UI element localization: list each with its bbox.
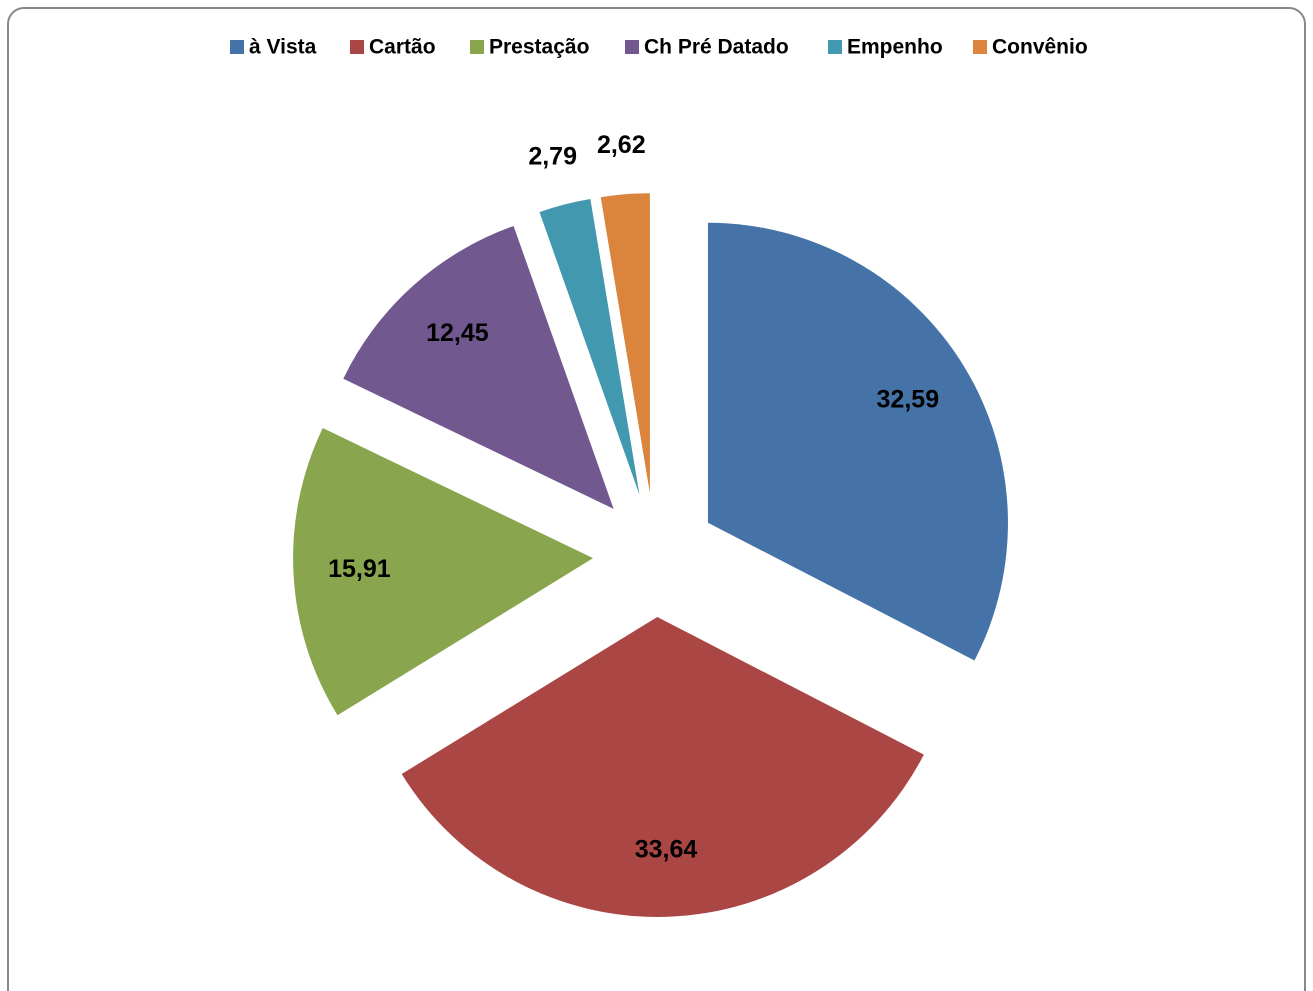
legend-label: Ch Pré Datado <box>644 36 789 59</box>
legend-swatch <box>470 40 484 54</box>
data-label: 2,79 <box>528 143 577 171</box>
legend-label: Cartão <box>369 36 436 59</box>
legend-swatch <box>828 40 842 54</box>
legend-swatch <box>973 40 987 54</box>
pie-slice <box>600 193 650 494</box>
chart-frame <box>7 7 1306 991</box>
pie-slice <box>343 226 614 509</box>
pie-slice <box>293 428 594 716</box>
pie-slice <box>707 222 1008 661</box>
legend-label: Empenho <box>847 36 943 59</box>
legend-label: à Vista <box>249 36 317 59</box>
legend-label: Convênio <box>992 36 1088 59</box>
data-label: 32,59 <box>877 386 940 414</box>
pie-slice <box>539 199 640 495</box>
data-label: 33,64 <box>635 835 698 863</box>
pie-slice <box>401 616 924 917</box>
data-label: 12,45 <box>426 319 489 347</box>
data-label: 15,91 <box>328 555 391 583</box>
legend-swatch <box>350 40 364 54</box>
legend-swatch <box>625 40 639 54</box>
data-label: 2,62 <box>597 131 646 159</box>
legend-swatch <box>230 40 244 54</box>
legend-label: Prestação <box>489 36 589 59</box>
